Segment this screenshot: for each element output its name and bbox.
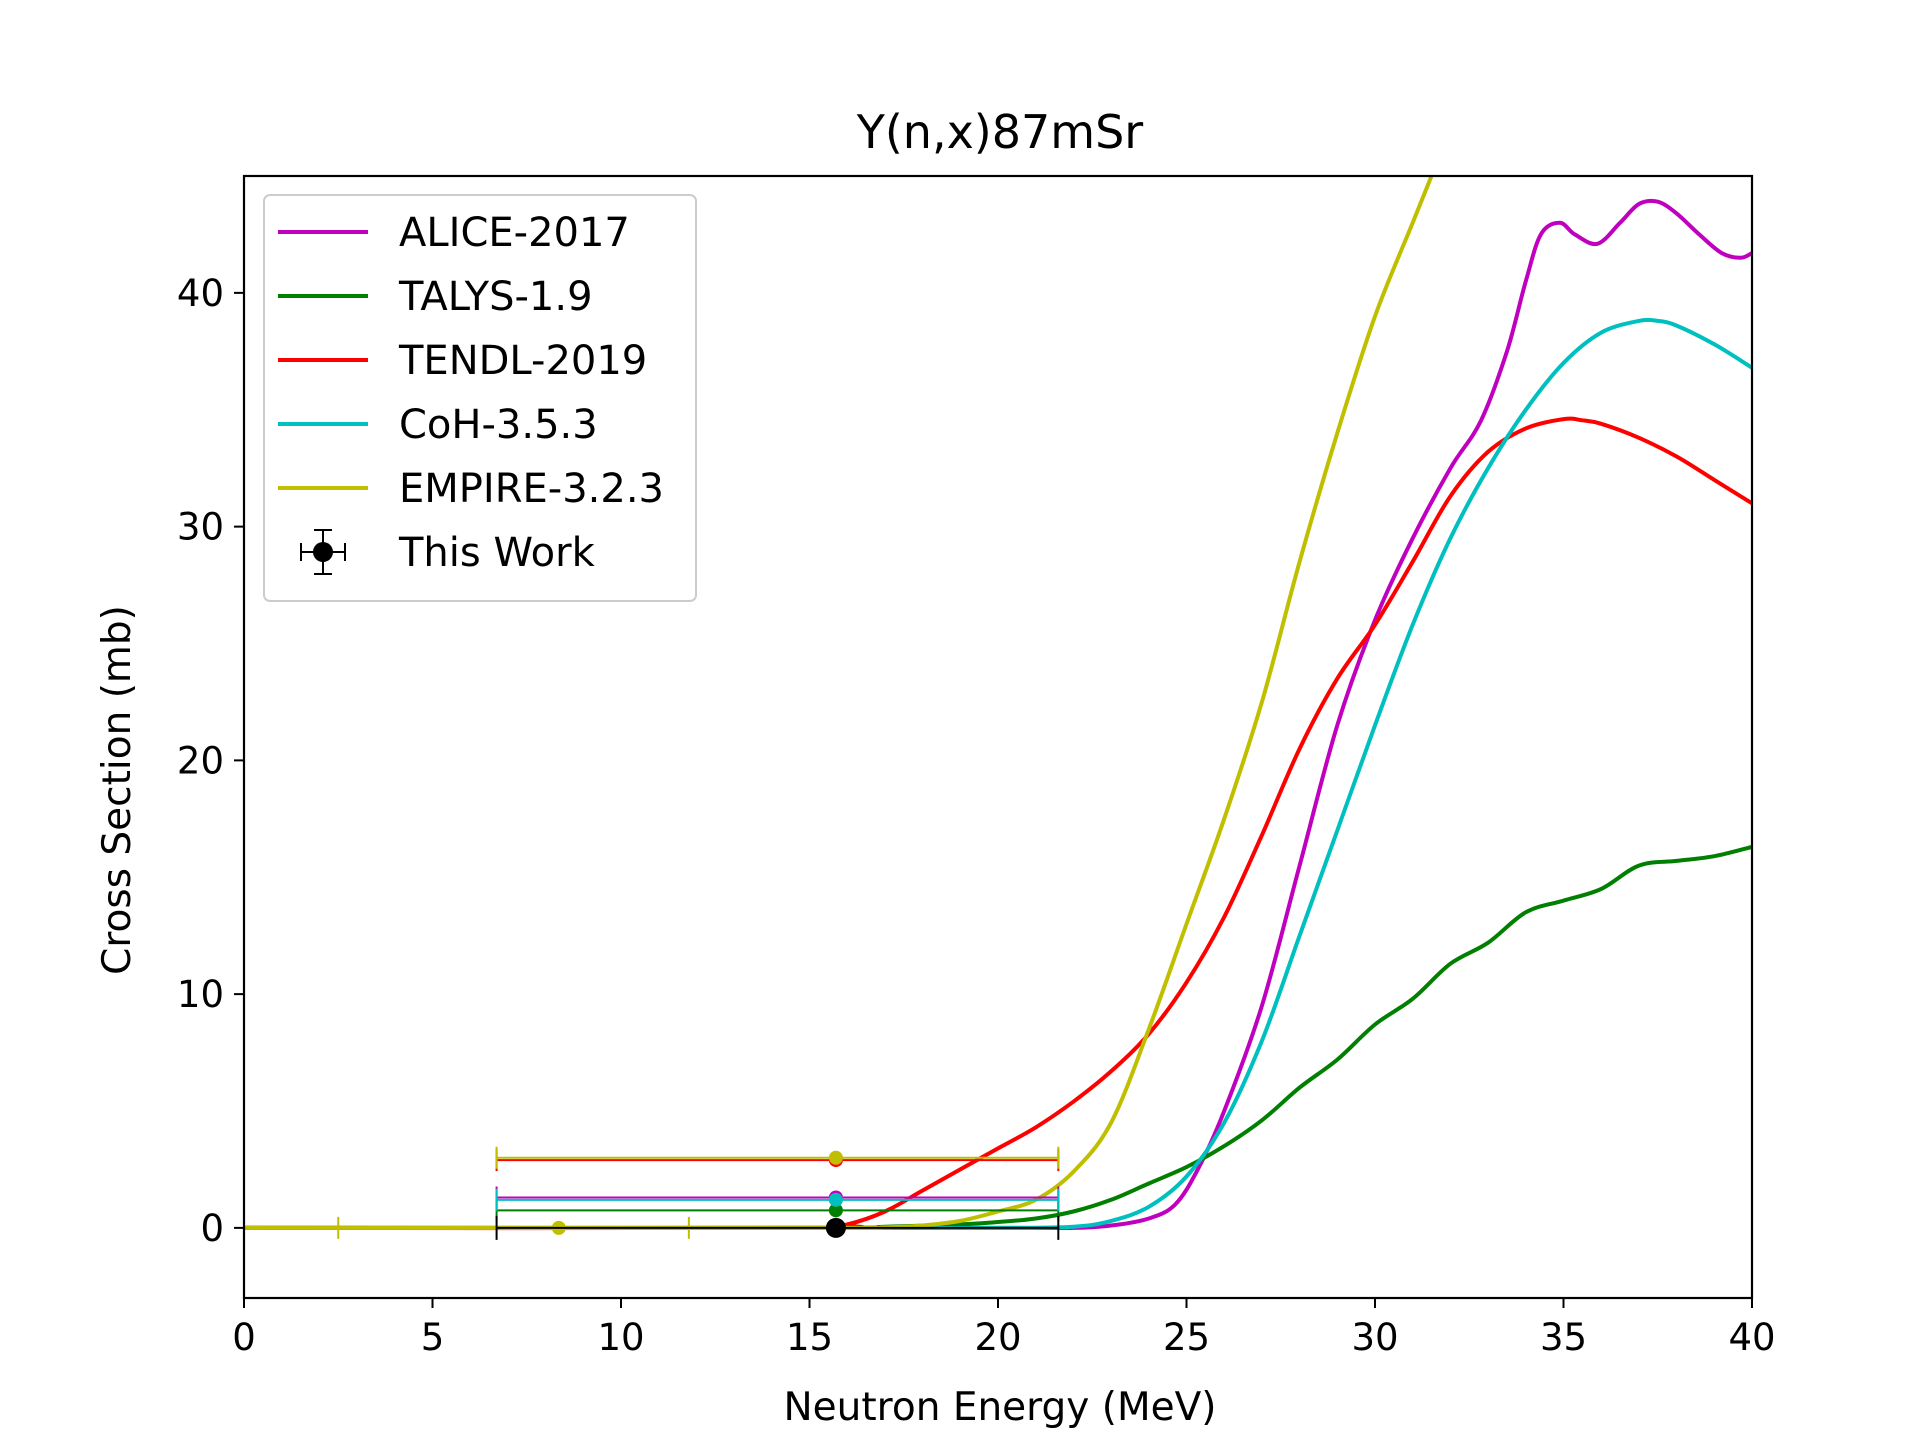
y-tick-label-10: 10 bbox=[177, 973, 224, 1016]
plot-area bbox=[244, 176, 1752, 1240]
x-tick-label-35: 35 bbox=[1540, 1316, 1587, 1359]
legend: ALICE-2017 TALYS-1.9 TENDL-2019 CoH-3.5.3 EM… bbox=[263, 194, 697, 602]
x-tick-label-5: 5 bbox=[421, 1316, 445, 1359]
legend-label-empire-3-2-3: EMPIRE-3.2.3 bbox=[399, 466, 664, 512]
legend-label-talys-1-9: TALYS-1.9 bbox=[398, 274, 593, 320]
series-line-tendl-2019 bbox=[244, 416, 1752, 1231]
y-axis-label: Cross Section (mb) bbox=[95, 605, 140, 975]
x-tick-label-25: 25 bbox=[1163, 1316, 1210, 1359]
y-tick-label-0: 0 bbox=[200, 1207, 224, 1250]
chart-title: Y(n,x)87mSr bbox=[856, 105, 1144, 159]
legend-box bbox=[263, 194, 697, 602]
x-tick-label-40: 40 bbox=[1728, 1316, 1775, 1359]
legend-label-tendl-2019: TENDL-2019 bbox=[398, 338, 647, 384]
measurement-point-0-marker bbox=[825, 1217, 846, 1238]
x-tick-label-0: 0 bbox=[232, 1316, 256, 1359]
x-tick-label-10: 10 bbox=[597, 1316, 644, 1359]
axis-ticks: 0 5 10 15 20 25 30 35 40 0 10 20 30 40 bbox=[177, 272, 1776, 1359]
legend-swatch-marker-this-work bbox=[313, 542, 333, 562]
avg-point-coh-3-5-3-3-marker bbox=[828, 1192, 843, 1207]
plot-frame bbox=[242, 174, 1754, 1300]
avg-point-talys-1-9-1-marker bbox=[828, 1203, 843, 1218]
legend-label-alice-2017: ALICE-2017 bbox=[399, 210, 630, 256]
legend-label-coh-3-5-3: CoH-3.5.3 bbox=[399, 402, 598, 448]
x-axis-label: Neutron Energy (MeV) bbox=[783, 1385, 1216, 1430]
plot-clipped-group bbox=[244, 176, 1752, 1240]
x-tick-label-15: 15 bbox=[786, 1316, 833, 1359]
x-tick-label-20: 20 bbox=[974, 1316, 1021, 1359]
avg-point-empire-3-2-3-4-marker bbox=[828, 1150, 843, 1165]
legend-label-this-work: This Work bbox=[398, 530, 596, 576]
y-tick-label-30: 30 bbox=[177, 506, 224, 549]
y-tick-label-40: 40 bbox=[177, 272, 224, 315]
x-tick-label-30: 30 bbox=[1351, 1316, 1398, 1359]
y-tick-label-20: 20 bbox=[177, 739, 224, 782]
